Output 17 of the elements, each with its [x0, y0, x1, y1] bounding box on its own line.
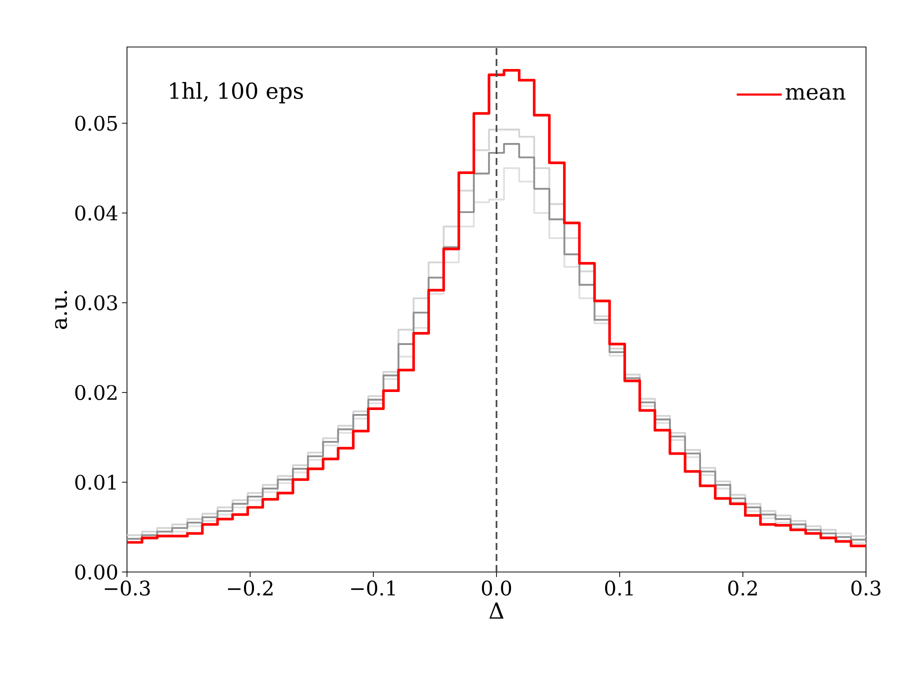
x-tick-label: 0.3 — [851, 580, 880, 596]
x-tick-label: −0.2 — [228, 580, 272, 596]
x-tick-label: 0.2 — [728, 580, 757, 596]
x-tick-label: 0.1 — [605, 580, 633, 596]
y-axis-title: a.u. — [55, 290, 68, 330]
y-tick-label: 0.01 — [75, 474, 116, 490]
x-tick-label: −0.1 — [351, 580, 395, 596]
y-tick-label: 0.00 — [75, 564, 118, 580]
y-tick-label: 0.02 — [75, 384, 116, 400]
x-tick-label: −0.3 — [104, 580, 150, 596]
y-tick-label: 0.04 — [75, 205, 118, 221]
x-axis-title: Δ — [489, 602, 504, 619]
x-tick-label: 0.0 — [482, 580, 512, 596]
y-tick-label: 0.03 — [75, 295, 117, 310]
y-tick-label: 0.05 — [75, 116, 117, 131]
annotation: 1hl, 100 eps — [170, 82, 303, 104]
legend-label: mean — [786, 88, 846, 100]
